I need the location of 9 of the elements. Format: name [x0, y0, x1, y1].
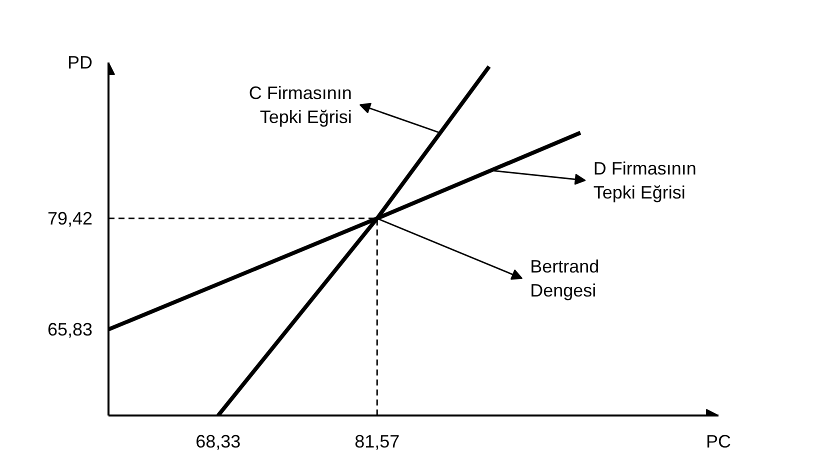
x-tick-label: 68,33 — [196, 432, 241, 452]
annotation: D Firmasının Tepki Eğrisi — [593, 158, 696, 202]
x-tick-label: 81,57 — [354, 432, 400, 452]
x-axis-title: PC — [706, 432, 732, 452]
annotation: Bertrand Dengesi — [530, 256, 600, 300]
annotation: C Firmasının Tepki Eğrisi — [248, 82, 352, 127]
y-axis-title: PD — [67, 52, 93, 72]
y-tick-label: 65,83 — [47, 319, 93, 340]
y-tick-label: 79,42 — [47, 208, 93, 228]
